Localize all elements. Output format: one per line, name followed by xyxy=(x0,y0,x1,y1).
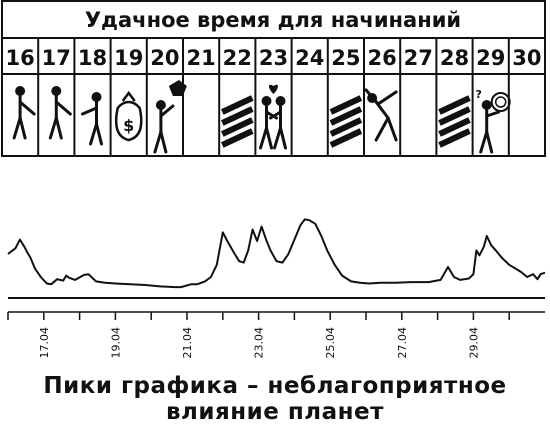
x-tick-label: 19.04 xyxy=(109,327,122,359)
day-number-16: 16 xyxy=(5,46,34,70)
day-number-30: 30 xyxy=(512,46,541,70)
calendar-title: Удачное время для начинаний xyxy=(85,8,461,32)
x-tick-label: 21.04 xyxy=(181,327,194,359)
day-number-22: 22 xyxy=(223,46,252,70)
money-bag-icon: $ xyxy=(114,90,143,142)
handshake-icon xyxy=(48,86,72,140)
svg-text:?: ? xyxy=(476,88,482,101)
day-number-27: 27 xyxy=(404,46,433,70)
day-number-18: 18 xyxy=(78,46,107,70)
kissing-couple-icon xyxy=(259,84,287,150)
person-watering-can-icon xyxy=(153,80,187,154)
day-number-24: 24 xyxy=(295,46,324,70)
x-tick-label: 17.04 xyxy=(38,327,51,359)
day-number-19: 19 xyxy=(114,46,143,70)
influence-series-line xyxy=(7,218,546,289)
day-number-21: 21 xyxy=(186,46,215,70)
day-number-26: 26 xyxy=(367,46,396,70)
day-number-29: 29 xyxy=(476,46,505,70)
day-number-23: 23 xyxy=(259,46,288,70)
svg-text:$: $ xyxy=(123,116,134,135)
hatched-stripes-icon xyxy=(438,95,471,148)
chart-caption: Пики графика – неблагоприятное влияние п… xyxy=(43,373,507,425)
x-tick-label: 29.04 xyxy=(467,327,480,359)
x-tick-label: 23.04 xyxy=(253,327,266,359)
luck-calendar: Удачное время для начинаний 16 17 18 19 20 21… xyxy=(1,0,546,157)
hatched-stripes-icon xyxy=(329,95,363,148)
x-tick-label: 25.04 xyxy=(324,327,337,359)
person-stretching-icon xyxy=(364,88,398,142)
day-number-17: 17 xyxy=(42,46,71,70)
handshake-icon xyxy=(12,86,36,140)
planet-influence-chart: 17.04 19.04 21.04 23.04 25.04 27.04 29.04 xyxy=(7,218,546,359)
day-number-20: 20 xyxy=(150,46,179,70)
confused-person-tangled-icon: ? xyxy=(476,88,511,154)
x-tick-label: 27.04 xyxy=(396,327,409,359)
person-pointing-icon xyxy=(81,92,103,146)
hatched-stripes-icon xyxy=(221,95,254,148)
day-number-28: 28 xyxy=(440,46,469,70)
day-number-25: 25 xyxy=(331,46,360,70)
